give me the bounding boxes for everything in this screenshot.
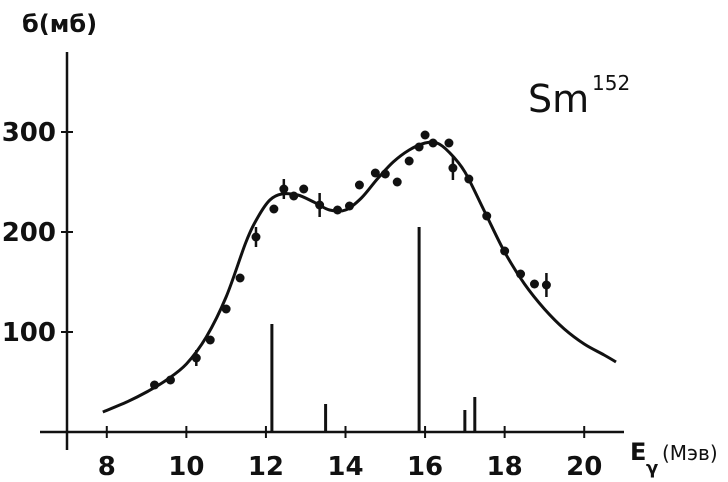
- x-axis-title-sub: γ: [646, 458, 658, 479]
- data-point-5: [235, 273, 245, 283]
- data-point-7: [269, 204, 279, 214]
- x-tick-label-5: 18: [487, 452, 523, 482]
- y-tick-label-0: 100: [2, 318, 56, 348]
- data-point-4: [221, 304, 231, 314]
- data-point-15: [370, 168, 380, 178]
- data-point-11: [315, 200, 325, 210]
- x-tick-label-6: 20: [566, 452, 602, 482]
- y-axis-title: б(мб): [22, 10, 97, 38]
- fit-curve-group: [102, 140, 617, 414]
- ticks: 8 10 12 14 16 18 20 100 200 300: [2, 118, 603, 482]
- data-point-3: [205, 335, 215, 345]
- data-point-26: [500, 246, 510, 256]
- data-point-13: [344, 201, 354, 211]
- x-tick-label-3: 14: [327, 452, 363, 482]
- data-point-18: [404, 156, 414, 166]
- x-axis-title-unit: (Мэв): [662, 441, 718, 465]
- data-point-0: [150, 380, 160, 390]
- x-tick-label-2: 12: [248, 452, 284, 482]
- x-tick-label-0: 8: [98, 452, 116, 482]
- data-point-19: [414, 142, 424, 152]
- y-tick-label-2: 300: [2, 118, 56, 148]
- stick-lines: [270, 227, 477, 432]
- data-point-12: [333, 205, 343, 215]
- data-point-24: [464, 174, 474, 184]
- axes: [40, 52, 624, 450]
- data-point-21: [428, 138, 438, 148]
- element-label: Sm: [528, 77, 589, 121]
- data-point-22: [444, 138, 454, 148]
- data-point-9: [289, 191, 299, 201]
- data-point-6: [251, 232, 261, 242]
- data-point-25: [482, 211, 492, 221]
- data-point-14: [354, 180, 364, 190]
- y-tick-label-1: 200: [2, 218, 56, 248]
- data-point-17: [392, 177, 402, 187]
- mass-number-label: 152: [592, 71, 630, 95]
- x-tick-label-4: 16: [407, 452, 443, 482]
- data-point-2: [191, 353, 201, 363]
- data-point-29: [541, 280, 551, 290]
- data-point-27: [516, 269, 526, 279]
- data-point-20: [420, 130, 430, 140]
- data-points: [150, 130, 551, 390]
- data-point-16: [380, 169, 390, 179]
- data-point-1: [165, 375, 175, 385]
- data-point-28: [529, 279, 539, 289]
- data-point-8: [279, 184, 289, 194]
- data-point-10: [299, 184, 309, 194]
- x-tick-label-1: 10: [168, 452, 204, 482]
- fit-curve: [102, 140, 617, 414]
- data-point-23: [448, 163, 458, 173]
- x-axis-title-main: E: [630, 438, 646, 466]
